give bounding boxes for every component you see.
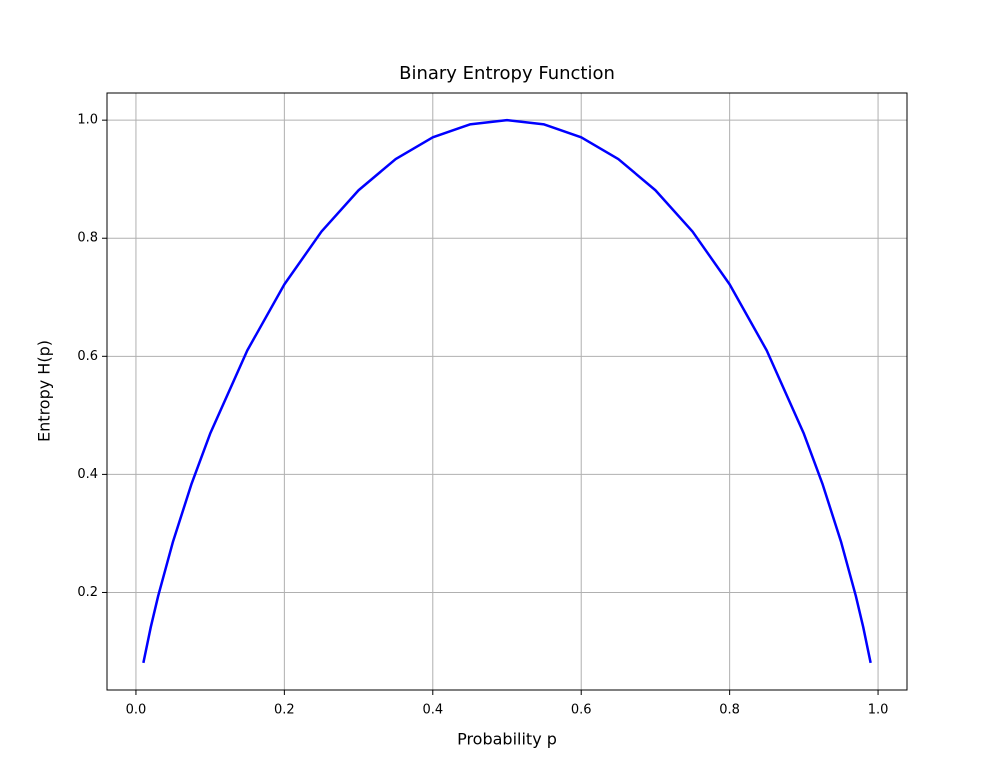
x-tick-label: 1.0 bbox=[868, 703, 889, 718]
x-tick-label: 0.0 bbox=[126, 703, 147, 718]
y-tick-label: 0.2 bbox=[77, 585, 98, 600]
x-axis-label: Probability p bbox=[457, 730, 557, 749]
x-tick-label: 0.8 bbox=[719, 703, 740, 718]
plot-frame bbox=[106, 92, 908, 691]
y-axis-label: Entropy H(p) bbox=[35, 340, 54, 442]
y-tick-label: 0.4 bbox=[77, 467, 98, 482]
chart-title: Binary Entropy Function bbox=[399, 63, 615, 84]
y-tick-label: 0.8 bbox=[77, 231, 98, 246]
line-series bbox=[142, 118, 872, 664]
x-tick-label: 0.2 bbox=[274, 703, 295, 718]
x-tick-label: 0.4 bbox=[422, 703, 443, 718]
y-tick-label: 1.0 bbox=[77, 113, 98, 128]
x-tick-label: 0.6 bbox=[571, 703, 592, 718]
y-tick-label: 0.6 bbox=[77, 349, 98, 364]
